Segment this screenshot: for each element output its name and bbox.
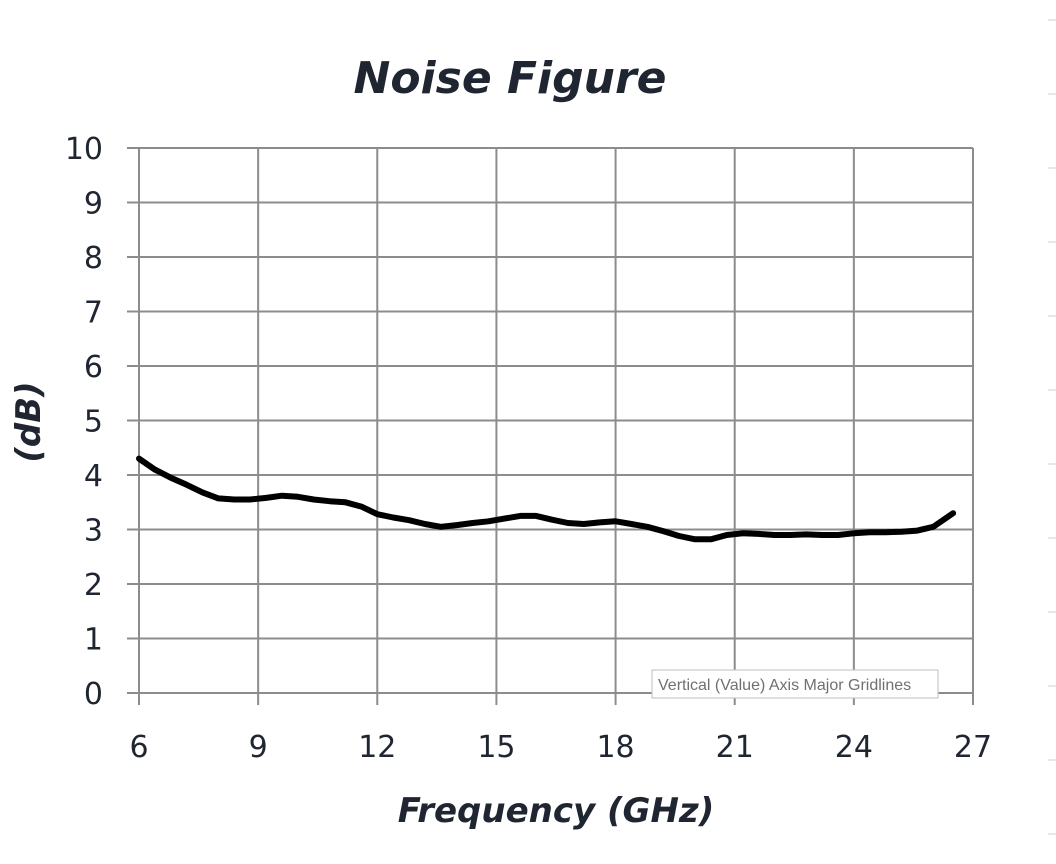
x-tick-label: 9 (249, 730, 268, 765)
tooltip-box (651, 669, 939, 699)
y-tick-label: 8 (84, 241, 103, 276)
gridlines-tooltip: Vertical (Value) Axis Major Gridlines (651, 669, 939, 699)
y-axis-title: (dB) (9, 381, 49, 462)
y-axis-tick-labels: 0 1 2 3 4 5 6 7 8 9 10 (65, 132, 103, 712)
x-axis-title: Frequency (GHz) (398, 791, 715, 831)
x-tick-label: 12 (358, 730, 396, 765)
y-tick-label: 1 (84, 623, 103, 658)
y-tick-label: 3 (84, 514, 103, 549)
y-tick-label: 2 (84, 568, 103, 603)
x-tick-label: 15 (477, 730, 515, 765)
y-tick-label: 6 (84, 350, 103, 385)
y-tick-label: 7 (84, 296, 103, 331)
right-edge-ticks (1048, 19, 1056, 835)
x-tick-label: 27 (954, 730, 992, 765)
x-axis-tick-labels: 6 9 12 15 18 21 24 27 (129, 730, 992, 765)
y-tick-label: 10 (65, 132, 103, 167)
grid-vertical-lines (138, 148, 974, 705)
x-tick-label: 18 (596, 730, 634, 765)
noise-figure-line (136, 455, 957, 543)
tooltip-text: Vertical (Value) Axis Major Gridlines (658, 677, 911, 694)
series-group (136, 455, 957, 543)
x-tick-label: 24 (835, 730, 873, 765)
x-tick-label: 21 (716, 730, 754, 765)
y-tick-label: 0 (84, 677, 103, 712)
chart-title: Noise Figure (354, 53, 667, 104)
y-tick-label: 4 (84, 459, 103, 494)
y-tick-label: 5 (84, 405, 103, 440)
grid-horizontal-lines[interactable] (127, 147, 973, 694)
x-tick-label: 6 (129, 730, 148, 765)
y-tick-label: 9 (84, 187, 103, 222)
